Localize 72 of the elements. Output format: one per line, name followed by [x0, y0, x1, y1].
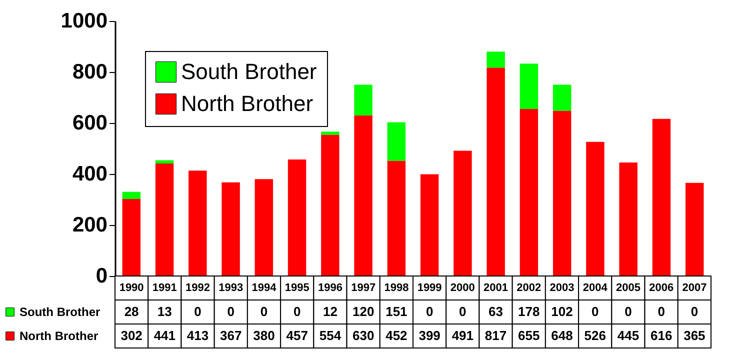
x-tick-label: 1992 [186, 282, 210, 294]
y-tick-label: 600 [72, 112, 108, 134]
data-label: 413 [186, 328, 209, 343]
x-tick-label: 1998 [384, 282, 409, 294]
data-label: 0 [658, 304, 665, 319]
data-label: 452 [386, 328, 408, 343]
data-label: 616 [650, 328, 672, 343]
data-label: 367 [220, 328, 242, 343]
data-label: 102 [551, 304, 573, 319]
data-label: 445 [617, 328, 640, 343]
x-tick-label: 1995 [284, 282, 310, 294]
x-tick-label: 2005 [616, 282, 640, 294]
x-tick-label: 2000 [450, 282, 475, 294]
text: South Brother [20, 305, 100, 319]
legend-label: North Brother [181, 91, 314, 116]
data-label: 28 [124, 304, 139, 319]
x-tick-label: 1990 [119, 282, 144, 294]
data-label: 0 [426, 304, 434, 319]
x-tick-label: 2001 [484, 282, 508, 294]
bar [387, 122, 406, 161]
bar [520, 64, 538, 109]
data-label: 380 [253, 328, 275, 343]
data-label: 0 [293, 304, 301, 319]
data-label: 0 [194, 304, 202, 319]
x-tick-label: 1991 [152, 282, 177, 294]
legend-label: South Brother [181, 59, 317, 84]
bar [354, 84, 372, 116]
bar [155, 160, 174, 164]
data-label: 648 [551, 328, 573, 343]
data-label: 365 [684, 328, 706, 343]
data-label: 817 [484, 328, 507, 343]
data-label: 399 [418, 328, 440, 343]
data-label: 0 [260, 304, 268, 319]
x-tick-label: 2002 [516, 282, 542, 294]
x-tick-label: 1993 [218, 282, 244, 294]
y-tick-label: 800 [72, 60, 108, 84]
x-tick-label: 1997 [351, 282, 376, 294]
data-label: 178 [518, 304, 540, 319]
data-label: 655 [518, 328, 540, 343]
y-tick-label: 0 [96, 264, 108, 288]
x-tick-label: 1996 [318, 282, 342, 294]
data-label: 0 [591, 304, 599, 319]
data-label: 120 [352, 304, 374, 319]
text: North Brother [20, 329, 98, 343]
y-tick-label: 200 [72, 214, 108, 236]
y-tick-label: 400 [72, 162, 108, 186]
data-label: 554 [319, 328, 342, 343]
data-label: 0 [227, 304, 235, 319]
data-label: 0 [459, 304, 466, 319]
data-label: 0 [690, 304, 698, 319]
bar [321, 132, 340, 135]
bar [122, 192, 141, 199]
data-label: 0 [624, 304, 632, 319]
data-label: 13 [157, 304, 172, 319]
bar [552, 84, 572, 111]
x-tick-label: 2007 [682, 282, 707, 294]
x-tick-label: 1994 [252, 282, 278, 294]
data-label: 441 [154, 328, 176, 343]
data-label: 12 [322, 304, 338, 319]
x-tick-label: 1999 [417, 282, 442, 294]
data-label: 630 [352, 328, 374, 343]
x-tick-label: 2006 [649, 282, 674, 294]
data-label: 63 [488, 304, 504, 319]
y-tick-label: 1000 [60, 10, 108, 32]
data-label: 457 [286, 328, 308, 343]
data-label: 302 [120, 328, 142, 343]
data-label: 151 [386, 304, 408, 319]
data-label: 526 [584, 328, 606, 343]
x-tick-label: 2003 [550, 282, 574, 294]
bar [486, 52, 505, 68]
data-label: 491 [452, 328, 474, 343]
x-tick-label: 2004 [582, 282, 608, 294]
